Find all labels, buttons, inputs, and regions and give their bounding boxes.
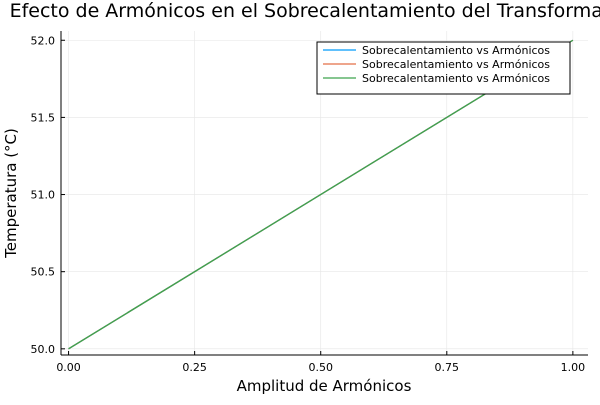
x-axis-title: Amplitud de Armónicos	[237, 377, 412, 395]
legend: Sobrecalentamiento vs ArmónicosSobrecale…	[316, 41, 571, 95]
y-tick-label: 50.5	[31, 266, 56, 279]
y-tick-label: 52.0	[31, 34, 56, 47]
chart-title: Efecto de Armónicos en el Sobrecalentami…	[10, 0, 600, 22]
x-tick-label: 0.75	[435, 361, 460, 374]
legend-label-2: Sobrecalentamiento vs Armónicos	[362, 58, 550, 71]
x-tick-label: 0.50	[308, 361, 333, 374]
legend-box	[316, 41, 571, 95]
y-axis-title: Temperatura (°C)	[2, 128, 20, 259]
x-tick-label: 0.00	[56, 361, 81, 374]
x-tick-label: 1.00	[561, 361, 586, 374]
y-ticks: 50.0 50.5 51.0 51.5 52.0	[31, 34, 65, 356]
y-tick-label: 51.0	[31, 189, 56, 202]
x-ticks: 0.00 0.25 0.50 0.75 1.00	[56, 351, 585, 374]
legend-label-1: Sobrecalentamiento vs Armónicos	[362, 44, 550, 57]
axes	[60, 31, 588, 356]
y-tick-label: 50.0	[31, 343, 56, 356]
x-tick-label: 0.25	[182, 361, 207, 374]
legend-label-3: Sobrecalentamiento vs Armónicos	[362, 72, 550, 85]
y-tick-label: 51.5	[31, 111, 56, 124]
